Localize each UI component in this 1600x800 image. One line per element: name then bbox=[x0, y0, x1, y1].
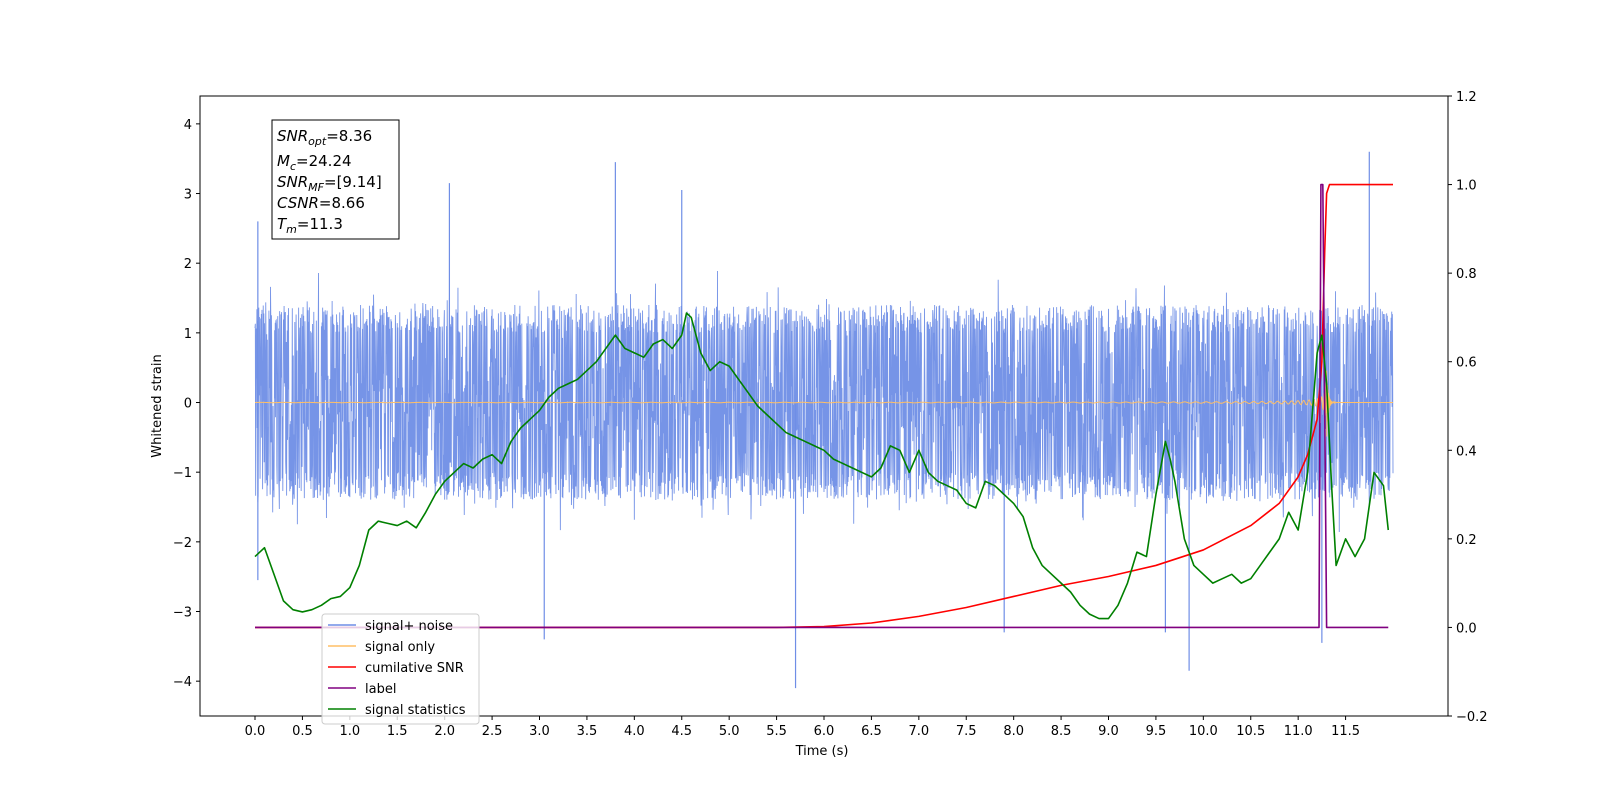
y-right-axis-ticks: −0.2 0.0 0.2 0.4 0.6 0.8 1.0 1.2 bbox=[1448, 90, 1488, 725]
x-tick-label: 3.5 bbox=[577, 724, 598, 739]
x-tick-label: 1.0 bbox=[339, 724, 360, 739]
legend-label-cumulative-snr: cumilative SNR bbox=[365, 661, 464, 676]
x-tick-label: 3.0 bbox=[529, 724, 550, 739]
y-right-tick-label: 0.6 bbox=[1456, 356, 1477, 371]
x-tick-label: 2.0 bbox=[434, 724, 455, 739]
info-box-frame bbox=[271, 119, 400, 240]
x-axis-ticks: 0.0 0.5 1.0 1.5 2.0 2.5 3.0 3.5 4.0 4.5 5.0 5.5 6.0 6… bbox=[245, 716, 1360, 739]
x-tick-label: 9.5 bbox=[1146, 724, 1167, 739]
info-csnr: CSNR=8.66 bbox=[277, 194, 365, 212]
x-tick-label: 7.5 bbox=[956, 724, 977, 739]
y-right-tick-label: 0.8 bbox=[1456, 267, 1477, 282]
y-right-tick-label: 1.0 bbox=[1456, 179, 1477, 194]
y-right-tick-label: −0.2 bbox=[1456, 710, 1488, 725]
legend-label-signal-only: signal only bbox=[365, 640, 435, 655]
x-tick-label: 1.5 bbox=[387, 724, 408, 739]
y-left-tick-label: −3 bbox=[173, 606, 192, 621]
y-right-tick-label: 0.4 bbox=[1456, 444, 1477, 459]
x-tick-label: 4.0 bbox=[624, 724, 645, 739]
y-left-tick-label: 1 bbox=[184, 327, 192, 342]
series-signal-noise bbox=[254, 271, 1394, 532]
x-tick-label: 11.0 bbox=[1284, 724, 1313, 739]
plot-area bbox=[254, 151, 1394, 689]
legend-label-signal-statistics: signal statistics bbox=[365, 703, 466, 718]
x-tick-label: 8.0 bbox=[1003, 724, 1024, 739]
x-tick-label: 11.5 bbox=[1331, 724, 1360, 739]
y-left-tick-label: −1 bbox=[173, 466, 192, 481]
y-axis-label: Whitened strain bbox=[150, 354, 165, 457]
x-tick-label: 6.0 bbox=[814, 724, 835, 739]
legend-label-signal-noise: signal+ noise bbox=[365, 619, 453, 634]
y-right-tick-label: 0.2 bbox=[1456, 533, 1477, 548]
x-tick-label: 10.0 bbox=[1189, 724, 1218, 739]
x-tick-label: 4.5 bbox=[671, 724, 692, 739]
y-right-tick-label: 0.0 bbox=[1456, 621, 1477, 636]
legend: signal+ noise signal only cumilative SNR… bbox=[321, 613, 480, 725]
info-box: SNRopt=8.36 Mc=24.24 SNRMF=[9.14] CSNR=8… bbox=[271, 119, 400, 240]
info-snr-mf: SNRMF=[9.14] bbox=[277, 173, 382, 194]
legend-label-label: label bbox=[365, 682, 396, 697]
x-tick-label: 7.0 bbox=[908, 724, 929, 739]
x-tick-label: 2.5 bbox=[482, 724, 503, 739]
series-signal-statistics bbox=[254, 312, 1390, 620]
info-tm: Tm=11.3 bbox=[277, 215, 343, 236]
y-left-tick-label: 2 bbox=[184, 257, 192, 272]
legend-frame bbox=[321, 613, 480, 725]
series-cumulative-snr bbox=[255, 183, 1393, 629]
info-snr-opt: SNRopt=8.36 bbox=[277, 127, 372, 148]
series-signal-only bbox=[254, 370, 1393, 437]
y-left-axis-ticks: −4 −3 −2 −1 0 1 2 3 4 bbox=[173, 118, 200, 690]
x-tick-label: 5.0 bbox=[719, 724, 740, 739]
x-tick-label: 0.0 bbox=[245, 724, 266, 739]
x-axis-label: Time (s) bbox=[795, 744, 849, 759]
series-label bbox=[255, 183, 1389, 629]
x-tick-label: 0.5 bbox=[292, 724, 313, 739]
y-left-tick-label: 4 bbox=[184, 118, 192, 133]
x-tick-label: 10.5 bbox=[1236, 724, 1265, 739]
x-tick-label: 6.5 bbox=[861, 724, 882, 739]
y-left-tick-label: −2 bbox=[173, 536, 192, 551]
x-tick-label: 8.5 bbox=[1051, 724, 1072, 739]
info-mc: Mc=24.24 bbox=[277, 152, 352, 173]
y-left-tick-label: −4 bbox=[173, 675, 192, 690]
y-right-tick-label: 1.2 bbox=[1456, 90, 1477, 105]
y-left-tick-label: 0 bbox=[184, 397, 192, 412]
x-tick-label: 9.0 bbox=[1098, 724, 1119, 739]
y-left-tick-label: 3 bbox=[184, 188, 192, 203]
x-tick-label: 5.5 bbox=[766, 724, 787, 739]
